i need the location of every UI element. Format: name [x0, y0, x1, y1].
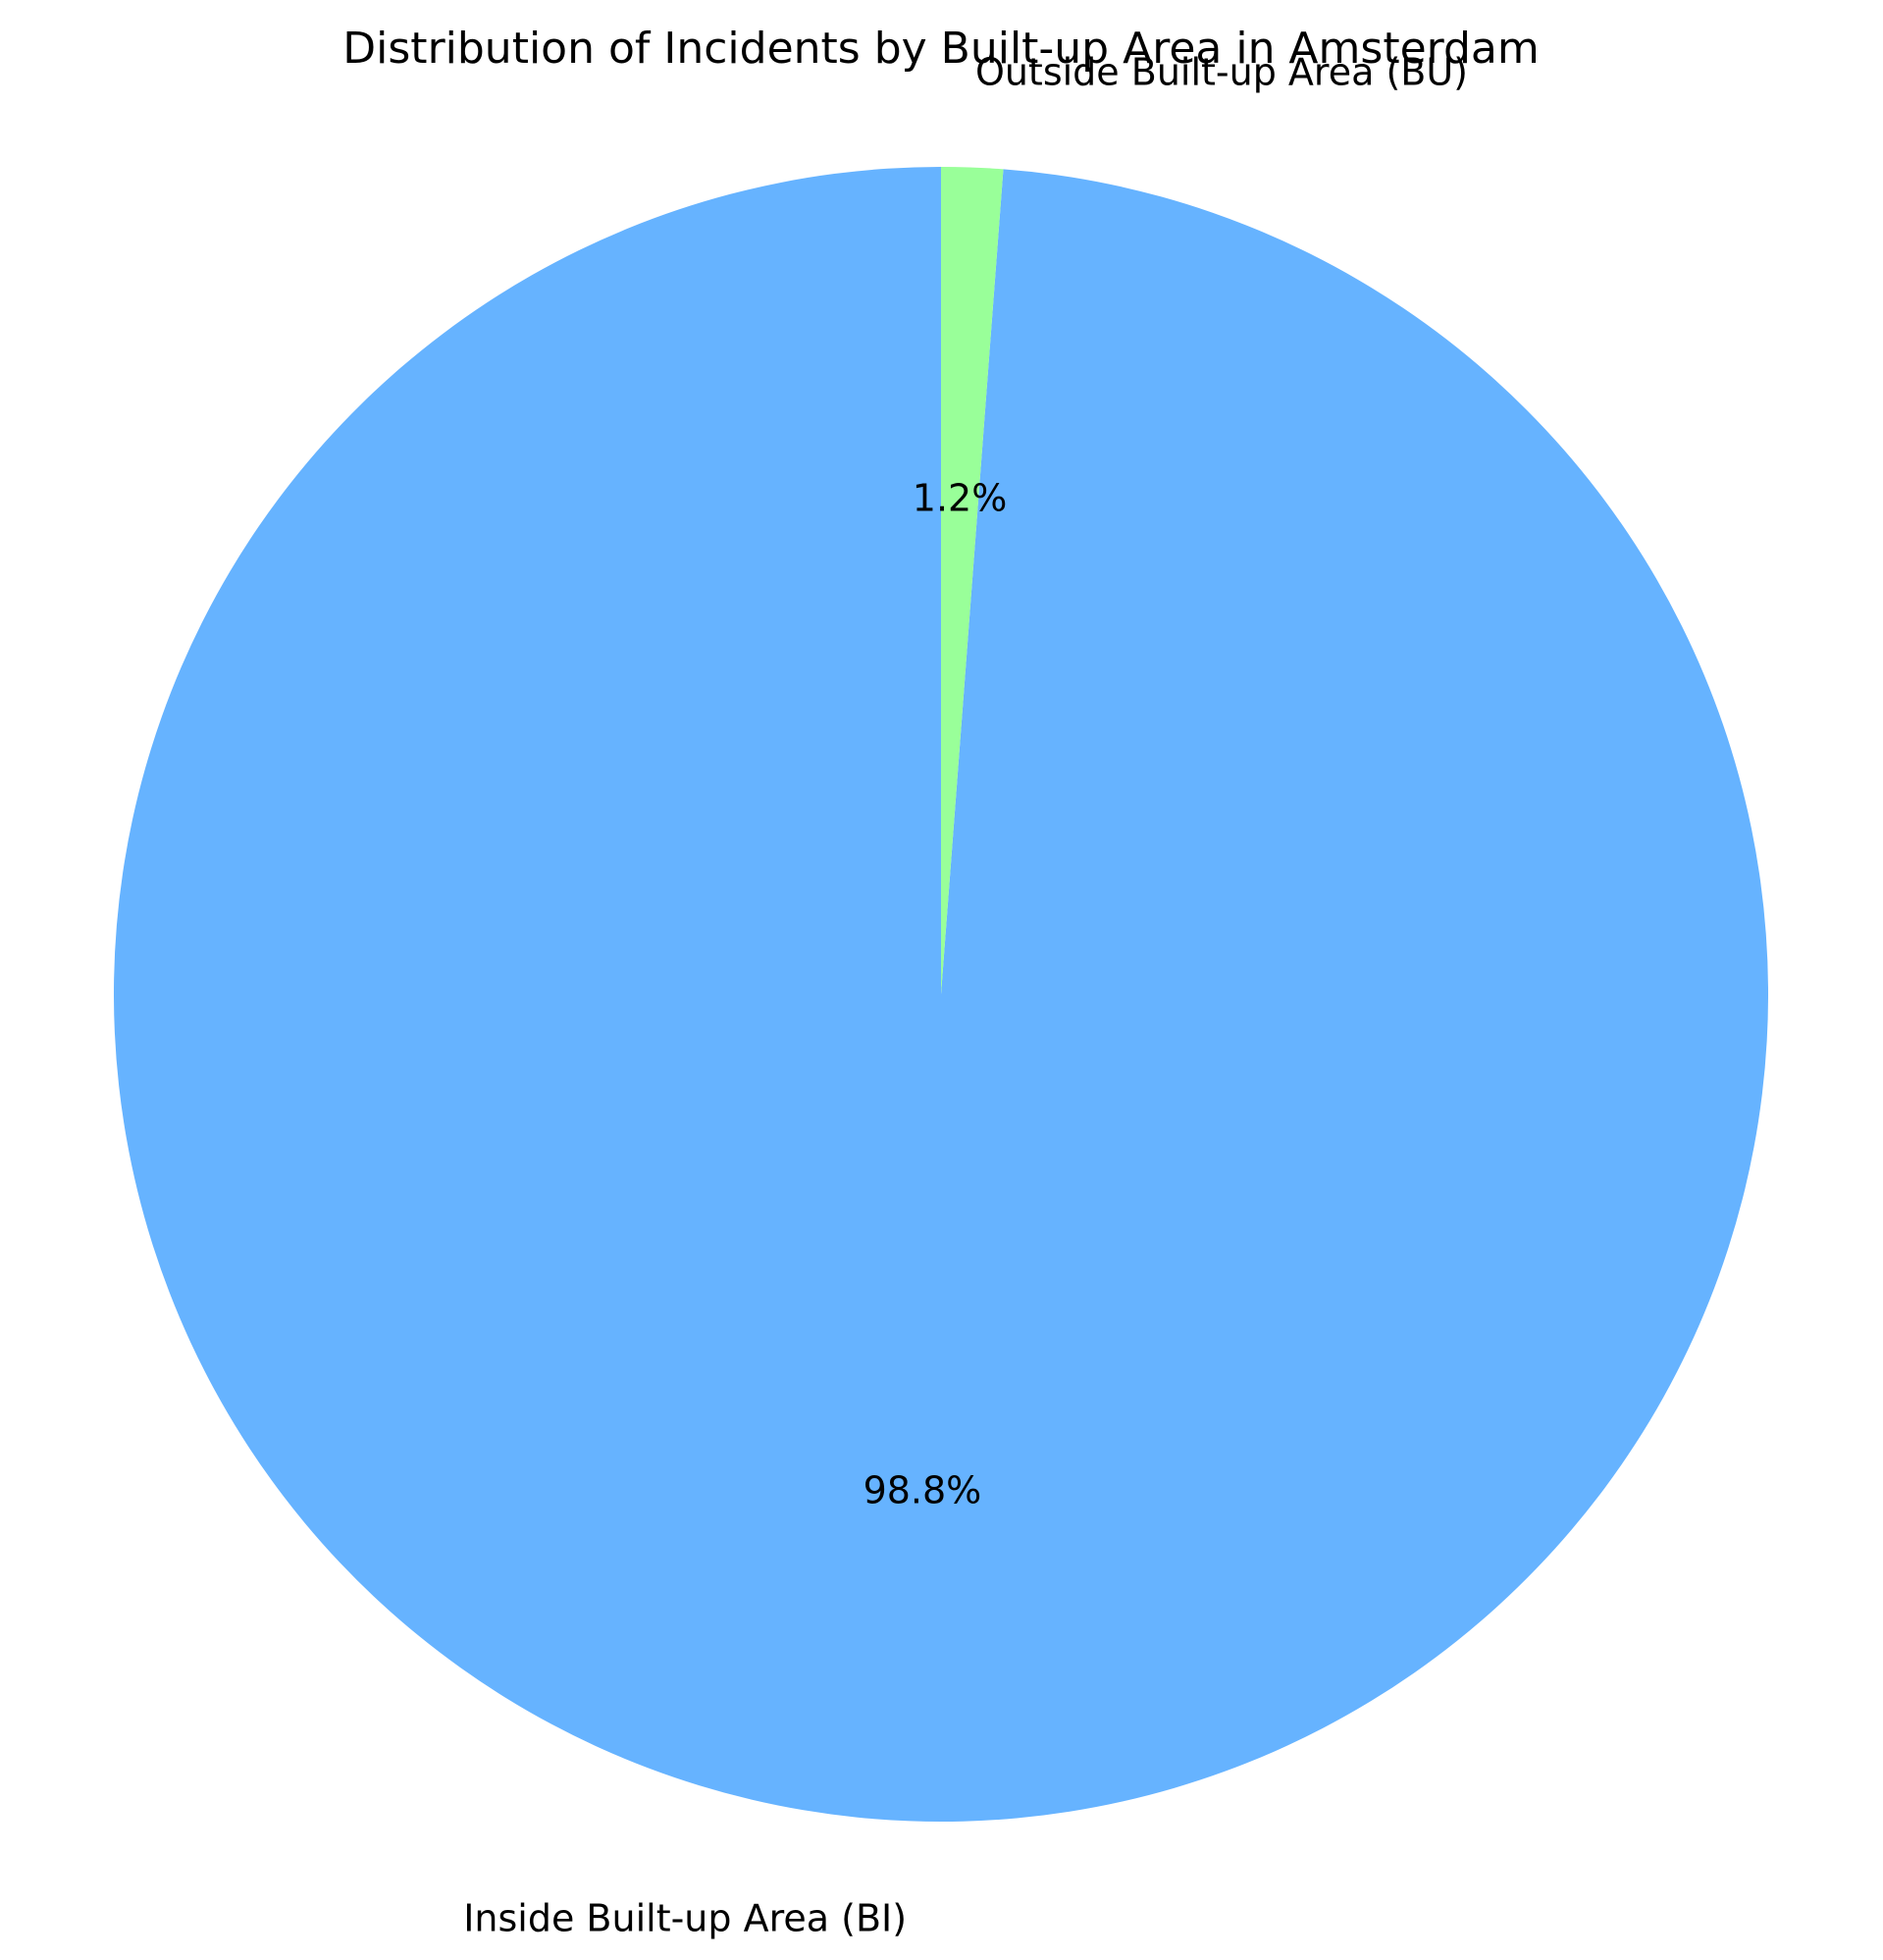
slice-label: Outside Built-up Area (BU) [975, 50, 1468, 93]
chart-title: Distribution of Incidents by Built-up Ar… [342, 24, 1539, 74]
slice-percent-label: 98.8% [863, 1468, 982, 1511]
pie-slices [114, 167, 1769, 1823]
slice-percent-label: 1.2% [913, 477, 1008, 520]
pie-slice-inside-bi [114, 167, 1769, 1823]
pie-labels: Inside Built-up Area (BI) 98.8% Outside Bu… [463, 50, 1468, 1939]
slice-label: Inside Built-up Area (BI) [463, 1897, 907, 1940]
pie-slice-outside-bu [941, 167, 1004, 994]
